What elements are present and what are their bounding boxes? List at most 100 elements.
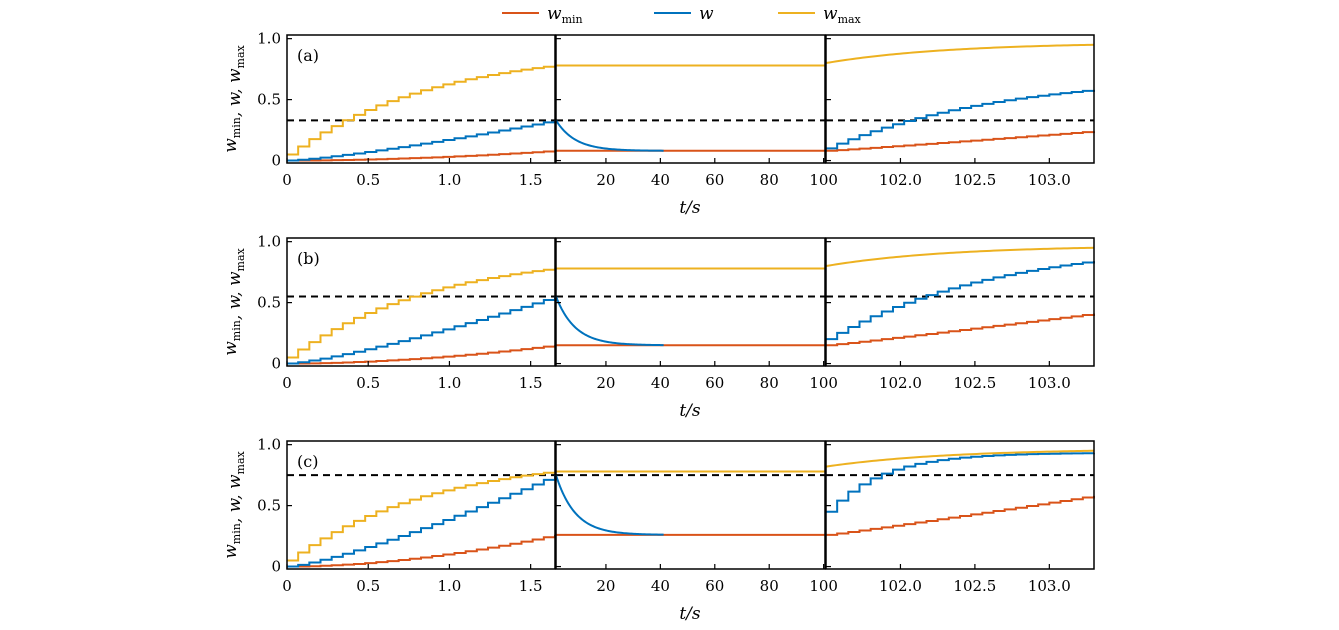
x-tick-label: 102.0 (879, 171, 922, 189)
x-tick-label: 102.5 (953, 171, 996, 189)
panels: wmin, w, wmax 0 0.5 1.0 0 0.5 1.0 1.5 20 40 60 80 10… (221, 30, 1095, 624)
series-w (826, 452, 1095, 513)
y-tick-label: 0.5 (257, 91, 281, 109)
x-tick-label: 80 (760, 577, 779, 595)
y-axis-label: wmin, w, wmax (221, 247, 247, 355)
series-w-max (825, 43, 1095, 65)
y-tick-label: 0 (271, 558, 281, 576)
y-axis-label: wmin, w, wmax (221, 450, 247, 558)
x-tick-label: 60 (705, 577, 724, 595)
panel-c: wmin, w, wmax 0 0.5 1.0 0 0.5 1.0 1.5 20 40 60 80 10… (221, 436, 1095, 624)
x-axis-label: t/s (679, 198, 701, 218)
panel-label: (a) (297, 46, 319, 65)
x-tick-label: 80 (760, 171, 779, 189)
y-tick-label: 1.0 (257, 30, 281, 48)
panel-label: (c) (297, 452, 318, 471)
x-tick-label: 40 (651, 374, 670, 392)
x-tick-label: 100 (809, 171, 838, 189)
segment-frame (555, 440, 826, 570)
segment-frame (286, 34, 556, 164)
segment-frame (555, 34, 826, 164)
segment-frame (286, 237, 556, 367)
x-tick-label: 40 (651, 577, 670, 595)
x-tick-label: 40 (651, 171, 670, 189)
series-w-max (287, 65, 556, 156)
x-tick-label: 0 (282, 171, 292, 189)
x-tick-label: 1.5 (519, 171, 543, 189)
x-tick-label: 60 (705, 374, 724, 392)
segment-frame (555, 237, 826, 367)
x-tick-label: 103.0 (1028, 374, 1071, 392)
legend-entry-w: w (654, 4, 714, 24)
x-tick-label: 1.5 (519, 577, 543, 595)
segment-frame (286, 440, 556, 570)
series-w-min (826, 495, 1095, 536)
segment-1: 0 0.5 1.0 1.5 (282, 440, 556, 595)
segment-frame (825, 34, 1095, 164)
segment-1: 0 0.5 1.0 1.5 (282, 34, 556, 189)
series-w-max (825, 246, 1095, 268)
segment-3: 102.0 102.5 103.0 (825, 34, 1095, 189)
series-w (826, 89, 1095, 150)
segment-2: 20 40 60 80 100 (555, 237, 838, 392)
x-tick-label: 60 (705, 171, 724, 189)
series-w-min (287, 534, 556, 568)
legend-entry-w_min: wmin (502, 4, 583, 26)
y-tick-label: 1.0 (257, 436, 281, 454)
x-tick-label: 100 (809, 577, 838, 595)
x-tick-label: 20 (596, 171, 615, 189)
segment-3: 102.0 102.5 103.0 (825, 440, 1095, 595)
x-axis-label: t/s (679, 604, 701, 624)
segment-frame (825, 440, 1095, 570)
series-w-min (826, 313, 1095, 347)
x-tick-label: 102.5 (953, 577, 996, 595)
x-tick-label: 20 (596, 577, 615, 595)
series-w (555, 296, 664, 347)
x-tick-label: 0 (282, 374, 292, 392)
x-tick-label: 1.0 (437, 171, 461, 189)
y-tick-label: 0 (271, 152, 281, 170)
x-tick-label: 0.5 (356, 171, 380, 189)
x-tick-label: 103.0 (1028, 171, 1071, 189)
x-tick-label: 0.5 (356, 577, 380, 595)
segment-3: 102.0 102.5 103.0 (825, 237, 1095, 392)
series-w (287, 120, 556, 162)
y-tick-label: 0.5 (257, 294, 281, 312)
y-tick-label: 0.5 (257, 497, 281, 515)
x-tick-label: 102.0 (879, 577, 922, 595)
y-axis-label: wmin, w, wmax (221, 44, 247, 152)
x-tick-label: 102.5 (953, 374, 996, 392)
series-w-min (826, 131, 1095, 152)
legend-entry-w_max: wmax (778, 4, 862, 26)
series-w-max (287, 268, 556, 359)
panel-b: wmin, w, wmax 0 0.5 1.0 0 0.5 1.0 1.5 20 40 60 80 10… (221, 233, 1095, 421)
legend: wmin w wmax (502, 4, 862, 26)
series-w (555, 119, 664, 152)
series-w (826, 261, 1095, 341)
legend-label-w_min: wmin (547, 4, 583, 26)
panel-label: (b) (297, 249, 320, 268)
x-tick-label: 80 (760, 374, 779, 392)
series-w-min (287, 150, 556, 162)
x-tick-label: 100 (809, 374, 838, 392)
x-tick-label: 1.0 (437, 374, 461, 392)
x-tick-label: 0 (282, 577, 292, 595)
segment-frame (825, 237, 1095, 367)
panel-a: wmin, w, wmax 0 0.5 1.0 0 0.5 1.0 1.5 20 40 60 80 10… (221, 30, 1095, 218)
y-tick-label: 1.0 (257, 233, 281, 251)
series-w-max (287, 471, 556, 562)
series-w (287, 475, 556, 568)
legend-label-w_max: wmax (823, 4, 862, 26)
x-tick-label: 1.5 (519, 374, 543, 392)
x-tick-label: 102.0 (879, 374, 922, 392)
x-tick-label: 1.0 (437, 577, 461, 595)
x-tick-label: 0.5 (356, 374, 380, 392)
series-w-min (287, 345, 556, 365)
series-w-max (825, 449, 1095, 468)
y-tick-label: 0 (271, 355, 281, 373)
series-w (287, 296, 556, 365)
segment-2: 20 40 60 80 100 (555, 440, 838, 595)
series-w (555, 474, 664, 536)
legend-label-w: w (699, 4, 714, 24)
